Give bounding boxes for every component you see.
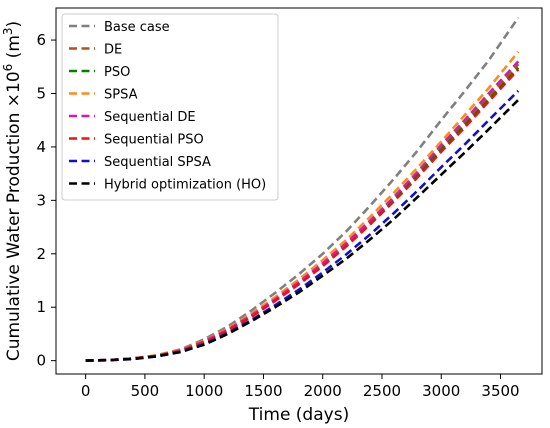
x-tick-label: 2000 bbox=[304, 382, 342, 400]
legend: Base case DE PSO SPSA Sequential DE Sequentia… bbox=[61, 13, 279, 201]
series-line-5 bbox=[85, 60, 520, 362]
x-tick-label: 2500 bbox=[363, 382, 401, 400]
x-tick-label: 1000 bbox=[185, 382, 223, 400]
y-axis-label-unit-close: ) bbox=[4, 21, 24, 28]
y-tick-label: 2 bbox=[36, 245, 46, 263]
legend-label-3: PSO bbox=[104, 65, 130, 80]
y-tick-label: 5 bbox=[36, 84, 46, 102]
legend-label-4: SPSA bbox=[104, 88, 138, 103]
y-tick-label: 4 bbox=[36, 138, 46, 156]
plot-frame bbox=[55, 7, 543, 375]
y-axis-label-exponent: 6 bbox=[1, 64, 15, 72]
y-axis-label: Cumulative Water Production ×106 (m3) bbox=[1, 21, 24, 361]
y-tick-label: 0 bbox=[36, 352, 46, 370]
x-tick-label: 3000 bbox=[422, 382, 460, 400]
x-tick-label: 1500 bbox=[244, 382, 282, 400]
legend-label-8: Hybrid optimization (HO) bbox=[104, 178, 266, 193]
legend-box bbox=[61, 13, 279, 201]
legend-label-5: Sequential DE bbox=[104, 110, 196, 125]
y-axis-label-unit-exponent: 3 bbox=[1, 27, 15, 35]
y-tick-label: 1 bbox=[36, 298, 46, 316]
y-tick-label: 6 bbox=[36, 31, 46, 49]
series-layer bbox=[85, 16, 520, 362]
y-tick-label: 3 bbox=[36, 191, 46, 209]
series-line-8 bbox=[85, 98, 520, 362]
y-axis-label-main: Cumulative Water Production ×10 bbox=[4, 71, 24, 361]
x-tick-label: 0 bbox=[81, 382, 91, 400]
legend-label-7: Sequential SPSA bbox=[104, 155, 211, 170]
x-axis-label: Time (days) bbox=[248, 405, 349, 425]
legend-label-2: DE bbox=[104, 43, 122, 58]
legend-label-6: Sequential PSO bbox=[104, 133, 204, 148]
axes-layer: 0 500 1000 1500 2000 2500 3000 3500 0 1 2 3 4 5 6 bbox=[36, 7, 543, 400]
series-line-6 bbox=[85, 68, 520, 362]
y-axis-label-unit: (m bbox=[4, 35, 24, 64]
legend-label-1: Base case bbox=[104, 20, 170, 35]
x-tick-label: 500 bbox=[131, 382, 160, 400]
series-line-4 bbox=[85, 50, 520, 362]
x-tick-label: 3500 bbox=[481, 382, 519, 400]
series-line-7 bbox=[85, 89, 520, 362]
